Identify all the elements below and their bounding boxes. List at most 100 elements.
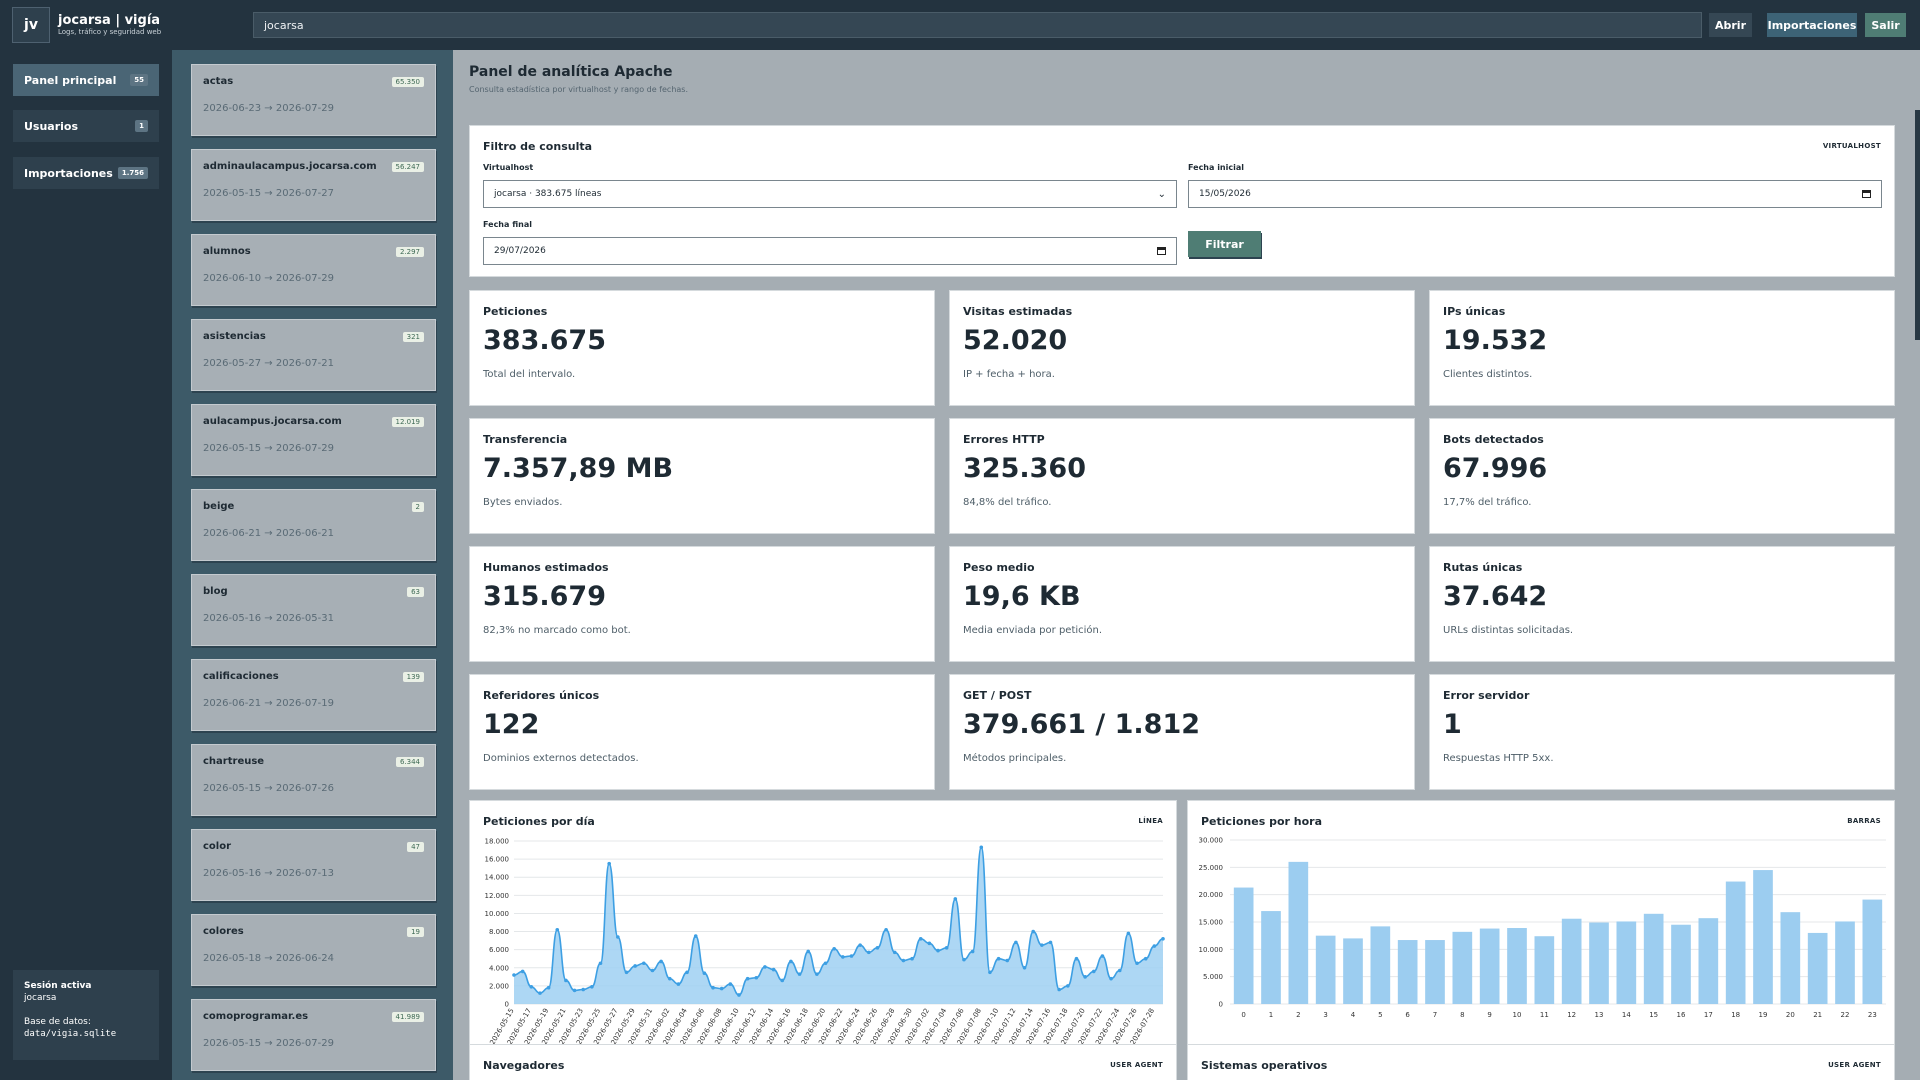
filter-tag: VIRTUALHOST — [1822, 142, 1881, 150]
bar — [1589, 922, 1609, 1004]
sidebar-item-label: Usuarios — [24, 119, 79, 133]
end-date-value: 29/07/2026 — [494, 246, 546, 256]
start-date-input[interactable]: 15/05/2026 — [1188, 180, 1882, 208]
virtualhost-name: asistencias — [203, 331, 266, 342]
stat-label: Referidores únicos — [483, 689, 600, 702]
virtualhost-card[interactable]: chartreuse 6.344 2026-05-15 → 2026-07-26 — [191, 744, 436, 816]
filter-title: Filtro de consulta — [483, 140, 593, 153]
line-area — [514, 847, 1163, 1004]
data-point — [797, 972, 802, 976]
virtualhost-card[interactable]: calificaciones 139 2026-06-21 → 2026-07-19 — [191, 659, 436, 731]
logout-button[interactable]: Salir — [1865, 13, 1906, 37]
bar — [1807, 932, 1828, 1004]
data-point — [685, 970, 689, 975]
virtualhost-name: colores — [203, 926, 244, 937]
open-button[interactable]: Abrir — [1709, 13, 1752, 37]
data-point — [979, 845, 984, 850]
bar — [1671, 924, 1691, 1004]
data-point — [737, 993, 741, 997]
virtualhost-card[interactable]: asistencias 321 2026-05-27 → 2026-07-21 — [191, 319, 436, 391]
virtualhost-name: adminaulacampus.jocarsa.com — [203, 161, 377, 172]
virtualhost-select[interactable]: jocarsa · 383.675 líneas ⌄ — [483, 180, 1177, 208]
calendar-icon[interactable] — [1862, 190, 1871, 198]
stat-card: Humanos estimados 315.679 82,3% no marcado… — [469, 546, 935, 662]
bar — [1452, 931, 1473, 1004]
stat-value: 52.020 — [963, 325, 1068, 356]
end-date-input[interactable]: 29/07/2026 — [483, 237, 1177, 265]
stat-value: 325.360 — [963, 453, 1086, 484]
virtualhost-date-range: 2026-06-21 → 2026-06-21 — [203, 528, 334, 539]
virtualhost-card[interactable]: alumnos 2.297 2026-06-10 → 2026-07-29 — [191, 234, 436, 306]
virtualhost-name: calificaciones — [203, 671, 279, 682]
scrollbar[interactable] — [1915, 110, 1920, 340]
sidebar-item-dashboard[interactable]: Panel principal 55 — [13, 64, 159, 96]
x-tick-label: 13 — [1595, 1011, 1604, 1019]
virtualhost-card[interactable]: color 47 2026-05-16 → 2026-07-13 — [191, 829, 436, 901]
virtualhost-count: 19 — [407, 927, 424, 937]
data-point — [520, 969, 525, 974]
stat-description: URLs distintas solicitadas. — [1443, 625, 1574, 636]
stat-description: Dominios externos detectados. — [483, 753, 639, 764]
stat-card: GET / POST 379.661 / 1.812 Métodos princip… — [949, 674, 1415, 790]
data-point — [866, 950, 871, 955]
data-point — [642, 961, 646, 966]
bar — [1780, 912, 1801, 1004]
os-title: Sistemas operativos — [1201, 1059, 1328, 1072]
x-tick-label: 6 — [1405, 1011, 1410, 1019]
virtualhost-count: 65.350 — [391, 77, 424, 87]
virtualhost-count: 2.297 — [395, 247, 424, 257]
data-point — [771, 967, 776, 972]
virtualhost-card[interactable]: actas 65.350 2026-06-23 → 2026-07-29 — [191, 64, 436, 136]
x-tick-label: 4 — [1351, 1011, 1356, 1019]
data-point — [650, 968, 655, 973]
virtualhost-search-input[interactable]: jocarsa — [253, 12, 1702, 38]
data-point — [892, 950, 897, 955]
x-tick-label: 20 — [1786, 1011, 1795, 1019]
top-bar: jv jocarsa | vigía Logs, tráfico y segur… — [0, 0, 1920, 50]
chart-title: Peticiones por hora — [1201, 815, 1322, 828]
imports-button[interactable]: Importaciones — [1767, 13, 1857, 37]
stat-label: Rutas únicas — [1443, 561, 1523, 574]
session-user: jocarsa — [24, 993, 57, 1003]
browsers-tag: USER AGENT — [1110, 1061, 1163, 1069]
data-point — [564, 978, 568, 983]
x-tick-label: 3 — [1323, 1011, 1327, 1019]
sidebar-item-users[interactable]: Usuarios 1 — [13, 110, 159, 142]
y-tick-label: 2.000 — [489, 982, 509, 990]
data-point — [780, 978, 785, 983]
sidebar-item-imports[interactable]: Importaciones 1.756 — [13, 157, 159, 189]
stat-value: 1 — [1443, 709, 1462, 740]
stat-card: Transferencia 7.357,89 MB Bytes enviados. — [469, 418, 935, 534]
virtualhost-card[interactable]: beige 2 2026-06-21 → 2026-06-21 — [191, 489, 436, 561]
data-point — [711, 985, 715, 990]
virtualhost-card[interactable]: blog 63 2026-05-16 → 2026-05-31 — [191, 574, 436, 646]
session-title: Sesión activa — [24, 981, 92, 991]
virtualhost-date-range: 2026-05-15 → 2026-07-29 — [203, 443, 334, 454]
virtualhost-card[interactable]: adminaulacampus.jocarsa.com 56.247 2026-05… — [191, 149, 436, 221]
calendar-icon[interactable] — [1157, 247, 1166, 255]
sidebar-item-label: Panel principal — [24, 73, 117, 87]
browsers-panel: Navegadores USER AGENT — [469, 1044, 1177, 1080]
virtualhost-list: actas 65.350 2026-06-23 → 2026-07-29 admina… — [172, 50, 453, 1080]
stat-description: Media enviada por petición. — [963, 625, 1103, 636]
virtualhost-card[interactable]: colores 19 2026-05-18 → 2026-06-24 — [191, 914, 436, 986]
virtualhost-date-range: 2026-06-23 → 2026-07-29 — [203, 103, 334, 114]
data-point — [944, 946, 949, 950]
start-date-label: Fecha inicial — [1188, 163, 1244, 172]
virtualhost-card[interactable]: aulacampus.jocarsa.com 12.019 2026-05-15 →… — [191, 404, 436, 476]
data-point — [676, 982, 681, 986]
data-point — [590, 984, 594, 989]
bar — [1561, 918, 1582, 1004]
app-logo[interactable]: jv — [12, 7, 50, 43]
virtualhost-card[interactable]: comoprogramar.es 41.989 2026-05-15 → 2026-… — [191, 999, 436, 1071]
chart-type-tag: LÍNEA — [1138, 817, 1163, 825]
x-tick-label: 16 — [1677, 1011, 1686, 1019]
filter-button[interactable]: Filtrar — [1188, 231, 1261, 257]
data-point — [936, 948, 940, 953]
stat-label: IPs únicas — [1443, 305, 1506, 318]
data-point — [1117, 968, 1122, 973]
data-point — [754, 975, 759, 980]
data-point — [996, 956, 1001, 961]
filter-panel: Filtro de consulta VIRTUALHOST Virtualho… — [469, 125, 1895, 277]
